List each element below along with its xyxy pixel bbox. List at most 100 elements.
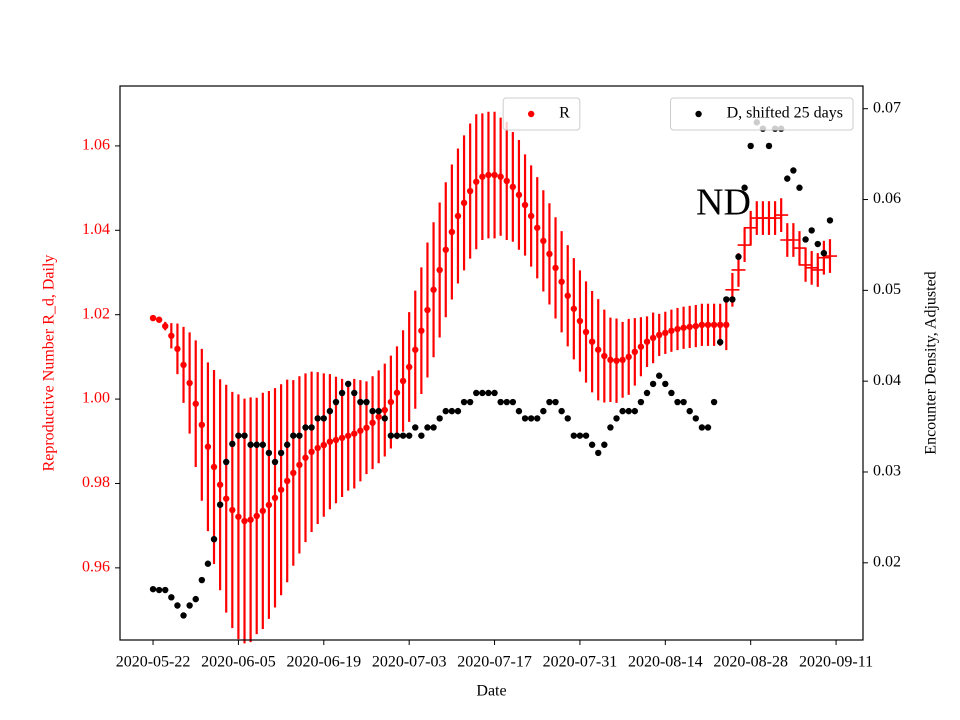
y-tick-label: 1.04 — [82, 221, 110, 238]
dot — [155, 586, 163, 594]
dot — [546, 398, 553, 406]
dot — [326, 407, 334, 415]
dot — [259, 507, 267, 515]
dot — [393, 432, 401, 439]
dot — [796, 184, 803, 191]
x-tick-label: 2020-05-22 — [116, 654, 191, 671]
dot — [552, 264, 559, 272]
plus-marker — [810, 262, 825, 277]
dot — [460, 199, 468, 207]
dot — [497, 398, 504, 406]
dot — [479, 173, 486, 180]
dot — [649, 380, 657, 388]
dot — [802, 236, 809, 243]
dot — [223, 495, 230, 502]
dot — [674, 398, 681, 406]
dot — [552, 398, 559, 406]
x-tick-label: 2020-07-17 — [457, 654, 532, 671]
dot — [344, 432, 352, 439]
dot — [412, 346, 419, 353]
dot — [399, 432, 407, 439]
dot — [430, 424, 437, 431]
dot — [564, 415, 571, 422]
dot — [637, 398, 645, 406]
dot — [503, 398, 510, 406]
dot — [710, 398, 718, 406]
dot — [704, 321, 712, 329]
plot-frame — [119, 85, 864, 641]
dot — [698, 321, 706, 329]
dot — [534, 224, 541, 231]
legend-box — [502, 97, 581, 131]
dot — [180, 361, 187, 369]
dot — [296, 461, 303, 469]
dot — [601, 441, 608, 448]
x-tick-label: 2020-08-14 — [628, 654, 703, 671]
dot — [180, 612, 187, 619]
dot — [765, 142, 773, 150]
dot — [735, 253, 742, 260]
dot — [174, 345, 181, 353]
dot — [375, 413, 382, 420]
dot — [595, 449, 602, 457]
dot — [284, 441, 291, 448]
dot — [314, 444, 321, 452]
dot — [387, 398, 395, 406]
dot — [192, 400, 199, 407]
dot — [509, 398, 517, 406]
y-axis-label: Reproductive Number R_d, Daily — [41, 255, 58, 472]
dot — [436, 415, 443, 422]
dot — [320, 441, 327, 449]
dot — [399, 377, 407, 385]
y2-tick-label: 0.07 — [873, 99, 901, 116]
dot — [826, 217, 834, 224]
dot — [235, 432, 242, 439]
dot — [290, 469, 297, 477]
dot — [588, 441, 596, 448]
dot — [521, 201, 529, 209]
dot — [546, 250, 553, 258]
dot — [247, 441, 254, 448]
dot — [247, 516, 254, 523]
dot — [314, 415, 321, 422]
dot — [576, 317, 584, 325]
y2-tick-label: 0.02 — [873, 553, 901, 570]
dot — [381, 415, 388, 422]
dot — [558, 278, 565, 285]
dot — [570, 305, 578, 312]
dot — [692, 322, 699, 330]
dot — [485, 389, 492, 397]
dot — [326, 438, 334, 445]
dot — [479, 389, 486, 397]
dot — [308, 448, 315, 456]
dot — [357, 427, 364, 434]
dot — [351, 389, 358, 397]
dot — [332, 398, 340, 406]
dot — [338, 389, 346, 397]
dot — [162, 322, 169, 330]
dot — [656, 372, 663, 379]
dot — [253, 512, 260, 520]
dot — [729, 296, 736, 303]
dot — [351, 430, 358, 437]
dot — [442, 246, 449, 253]
dot — [716, 321, 724, 329]
dot — [619, 407, 626, 415]
dot — [302, 424, 309, 431]
dot — [564, 292, 571, 299]
dot — [363, 424, 370, 431]
dot — [210, 535, 218, 543]
dot — [686, 323, 693, 331]
dot — [521, 415, 529, 422]
y-tick-label: 0.98 — [82, 474, 110, 491]
dot — [741, 184, 748, 191]
dot — [369, 419, 376, 426]
dot — [716, 338, 724, 346]
dot — [424, 424, 431, 431]
dot — [466, 398, 474, 406]
dot — [668, 327, 675, 334]
x-tick-label: 2020-08-28 — [713, 654, 788, 671]
y2-tick-label: 0.06 — [873, 190, 901, 207]
dot — [442, 407, 449, 415]
dot — [405, 432, 413, 439]
